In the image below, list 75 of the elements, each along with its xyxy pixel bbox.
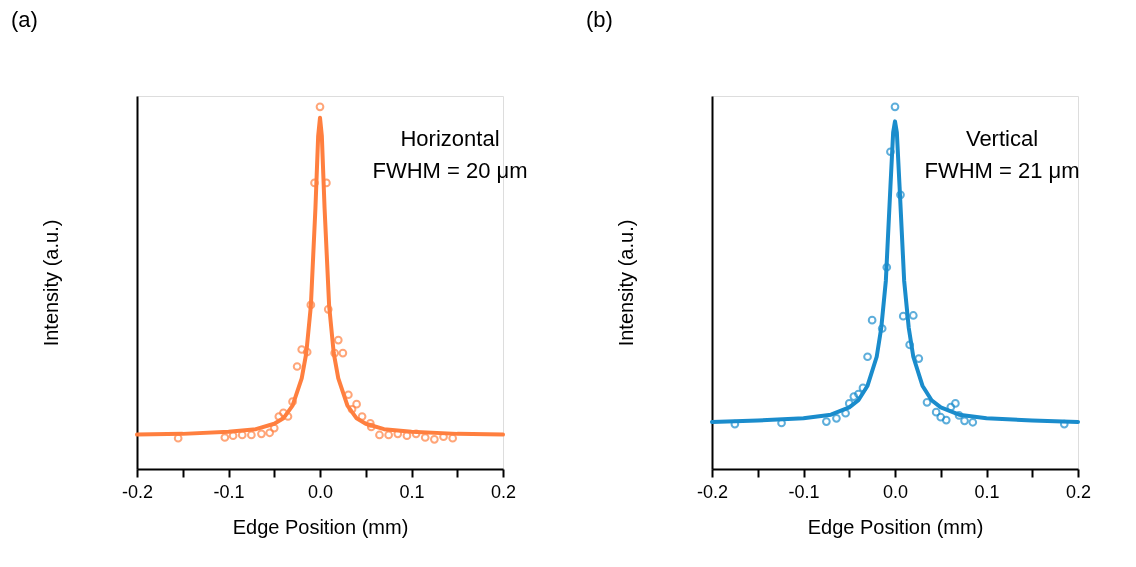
point <box>908 311 918 320</box>
point <box>257 429 266 439</box>
x-axis-title: Edge Position (mm) <box>232 515 409 538</box>
annotation: Horizontal <box>400 126 500 151</box>
point <box>849 392 859 401</box>
point <box>279 408 288 418</box>
point <box>310 178 319 188</box>
chart-title: (b) <box>586 7 613 32</box>
point <box>730 419 740 429</box>
point <box>946 402 956 412</box>
point <box>951 399 960 408</box>
annotation: Vertical <box>965 126 1039 151</box>
point <box>333 335 343 345</box>
x-tick-label: 0.1 <box>399 481 425 502</box>
point <box>877 324 887 333</box>
point <box>269 423 279 433</box>
point <box>941 415 951 425</box>
point <box>344 390 353 400</box>
point <box>914 354 924 363</box>
point <box>302 347 312 357</box>
point <box>247 430 256 440</box>
point <box>832 413 841 423</box>
x-tick-label: 0.0 <box>307 481 334 502</box>
x-tick-label: -0.2 <box>121 481 154 502</box>
y-axis-title: Intensity (a.u.) <box>39 219 62 347</box>
point <box>384 430 393 440</box>
x-tick-label: -0.1 <box>213 481 245 502</box>
point <box>375 430 384 440</box>
x-tick-label: 0.2 <box>490 481 517 502</box>
point <box>905 340 914 350</box>
point <box>365 419 375 428</box>
x-tick-label: -0.1 <box>788 481 820 502</box>
point <box>936 412 946 422</box>
chart-title: (a) <box>11 7 38 32</box>
point <box>330 348 339 358</box>
x-tick-label: 0.0 <box>882 481 909 502</box>
point <box>896 190 905 200</box>
point <box>288 397 297 406</box>
x-tick-label: 0.1 <box>974 481 1000 502</box>
point <box>352 399 361 409</box>
x-tick-label: -0.2 <box>696 481 729 502</box>
annotation: FWHM = 21 μm <box>924 158 1080 183</box>
point <box>265 428 275 438</box>
point <box>430 434 439 444</box>
point <box>357 412 367 421</box>
point <box>420 433 430 442</box>
point <box>411 429 421 439</box>
point <box>960 416 969 426</box>
point <box>220 433 230 442</box>
x-axis-title: Edge Position (mm) <box>807 515 984 538</box>
point <box>882 262 892 272</box>
point <box>863 352 872 362</box>
point <box>890 102 900 112</box>
point <box>283 412 293 421</box>
point <box>854 389 863 399</box>
point <box>931 407 941 417</box>
point <box>867 315 877 325</box>
point <box>822 417 831 426</box>
point <box>858 383 868 393</box>
point <box>844 399 854 408</box>
point <box>922 398 932 407</box>
point <box>323 304 333 314</box>
point <box>968 417 978 427</box>
point <box>292 362 302 371</box>
point <box>306 300 316 310</box>
x-tick-label: 0.2 <box>1065 481 1092 502</box>
y-axis-title: Intensity (a.u.) <box>614 219 637 347</box>
point <box>315 102 325 112</box>
annotation: FWHM = 20 μm <box>372 158 528 183</box>
point <box>347 404 357 414</box>
point <box>954 411 964 420</box>
point <box>338 348 348 358</box>
point <box>886 147 895 157</box>
point <box>274 412 284 421</box>
point <box>1059 419 1069 429</box>
